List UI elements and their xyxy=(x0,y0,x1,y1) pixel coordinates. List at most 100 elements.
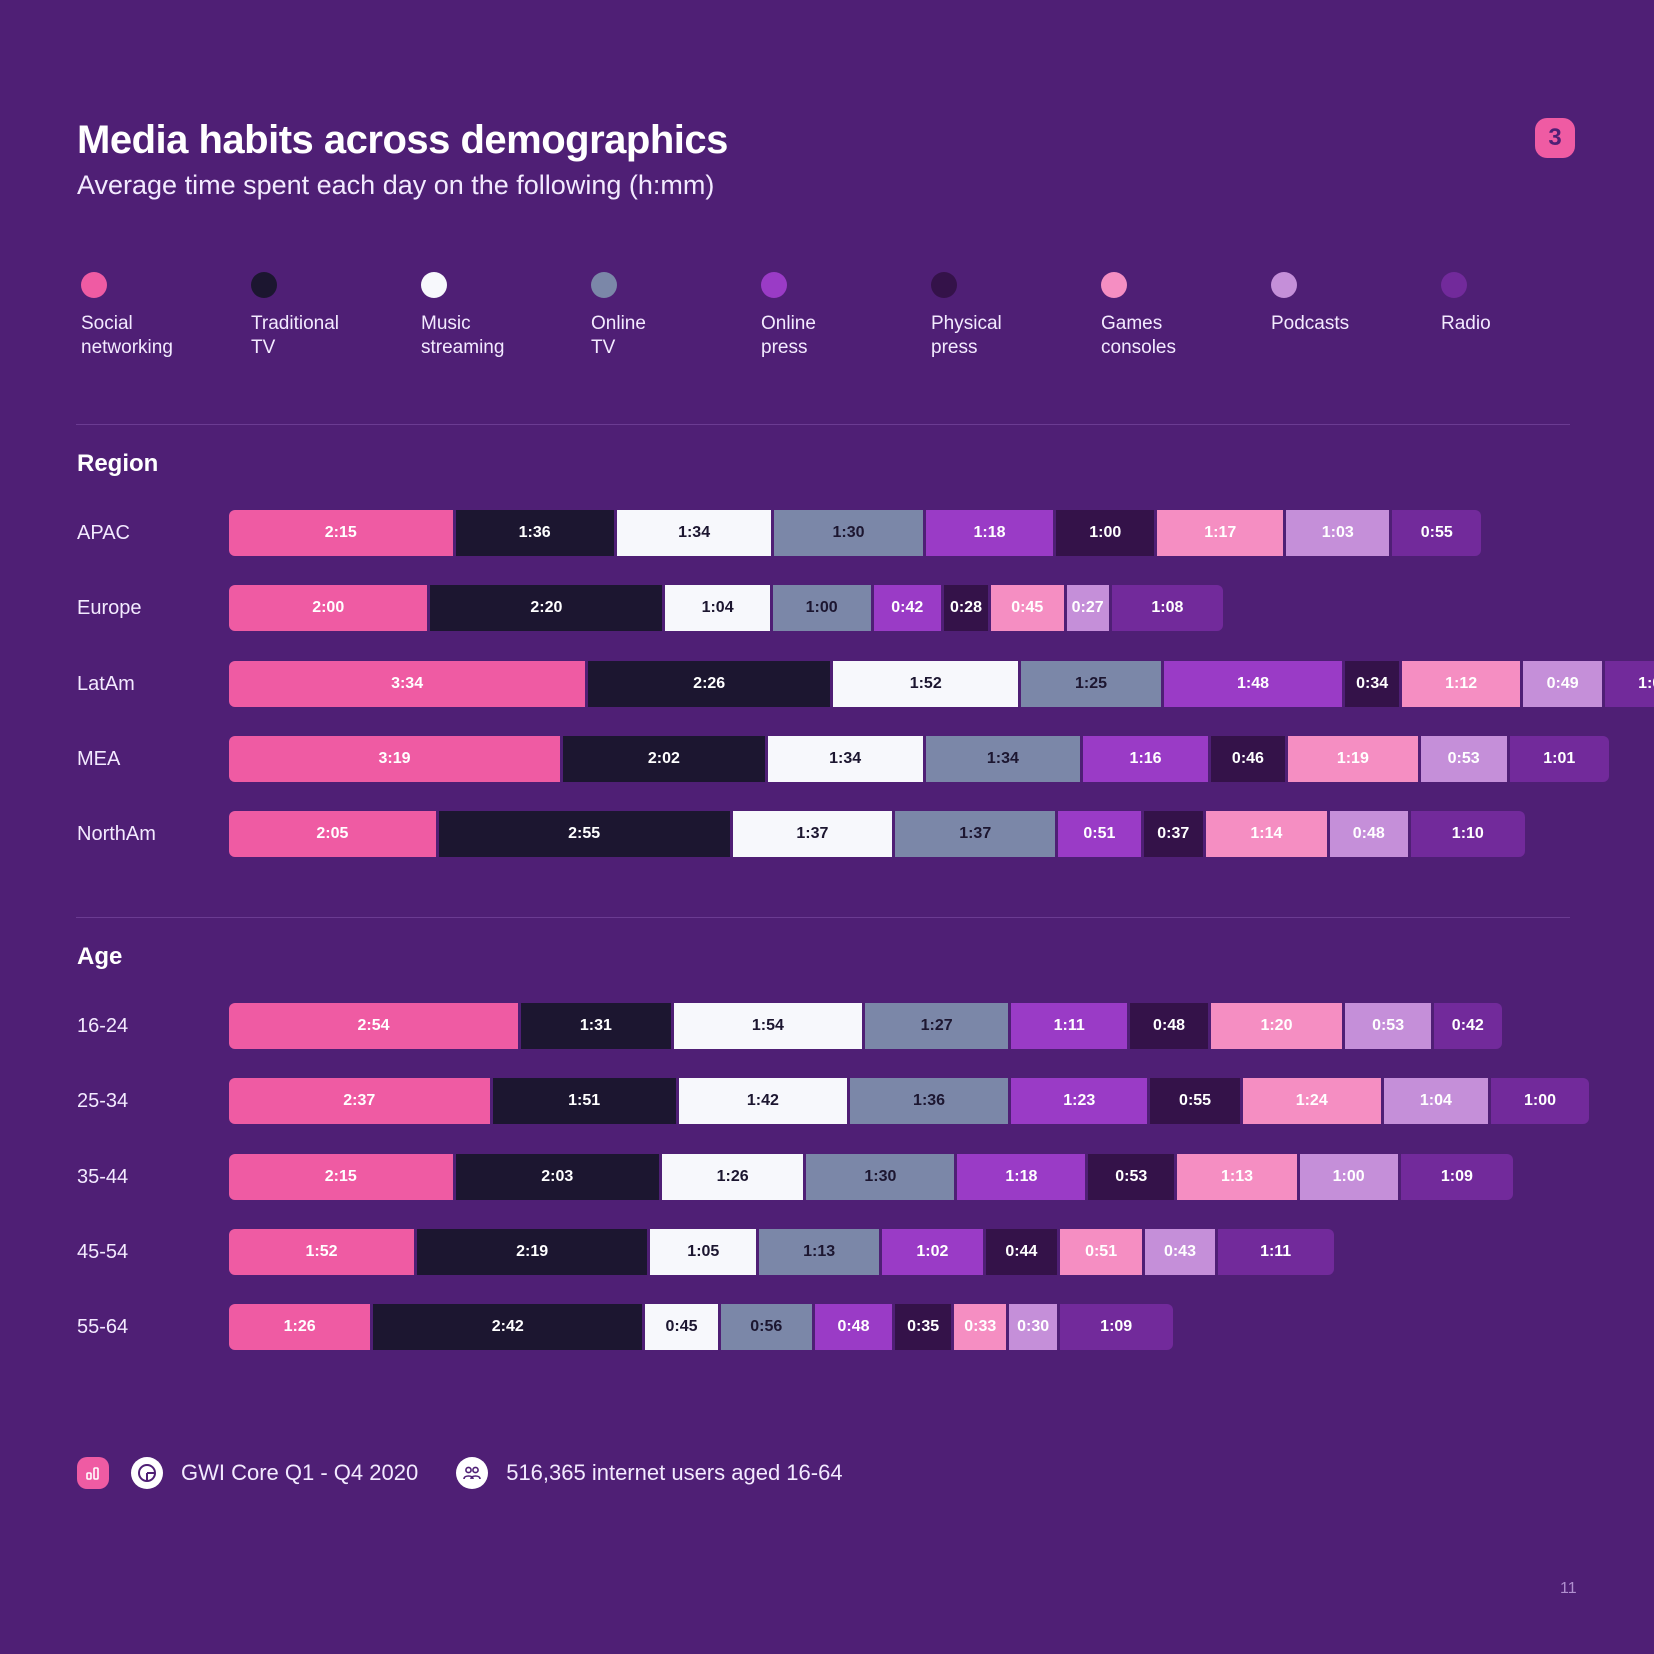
bar-segment: 1:48 xyxy=(1163,661,1343,707)
bar-segment: 0:43 xyxy=(1145,1229,1215,1275)
bar-segment: 1:27 xyxy=(865,1003,1009,1049)
bar-segment: 1:54 xyxy=(673,1003,863,1049)
row-label: 35-44 xyxy=(77,1166,129,1188)
bar-segment: 0:51 xyxy=(1059,1229,1143,1275)
bar-segment: 1:00 xyxy=(772,585,871,631)
section-title: Age xyxy=(77,943,123,970)
bar-segment: 1:18 xyxy=(957,1154,1086,1200)
bar-segment: 0:53 xyxy=(1345,1003,1432,1049)
legend-swatch xyxy=(761,272,787,298)
bar-segment: 1:13 xyxy=(1177,1154,1297,1200)
bar-segment: 0:30 xyxy=(1009,1304,1057,1350)
row-label: APAC xyxy=(77,522,130,544)
legend-item: Music streaming xyxy=(417,272,577,360)
bar-segment: 1:30 xyxy=(806,1154,955,1200)
bar-segment: 1:51 xyxy=(492,1078,676,1124)
bar-segment: 1:00 xyxy=(1056,510,1155,556)
divider xyxy=(76,917,1570,918)
legend-item: Physical press xyxy=(927,272,1087,360)
section-badge: 3 xyxy=(1535,118,1575,158)
legend-item: Traditional TV xyxy=(247,272,407,360)
footer: GWI Core Q1 - Q4 2020 516,365 internet u… xyxy=(77,1456,881,1490)
bar-segment: 1:34 xyxy=(925,736,1081,782)
bar-segment: 1:00 xyxy=(1491,1078,1589,1124)
bar-segment: 2:19 xyxy=(416,1229,648,1275)
bar-segment: 0:42 xyxy=(1434,1003,1502,1049)
bar-segment: 0:37 xyxy=(1143,811,1203,857)
bar-segment: 0:48 xyxy=(814,1304,893,1350)
footer-sample: 516,365 internet users aged 16-64 xyxy=(506,1460,843,1485)
chart-legend: Social networking Traditional TV Music str… xyxy=(77,272,1597,372)
legend-label: Online press xyxy=(761,313,816,358)
bar-segment: 1:52 xyxy=(229,1229,414,1275)
bar-segment: 1:04 xyxy=(1383,1078,1489,1124)
bar-segment: 1:09 xyxy=(1400,1154,1514,1200)
bar-segment: 1:10 xyxy=(1410,811,1526,857)
bar-segment: 1:52 xyxy=(833,661,1019,707)
legend-swatch xyxy=(421,272,447,298)
bar-segment: 1:34 xyxy=(616,510,772,556)
bar-segment: 1:05 xyxy=(650,1229,757,1275)
row-label: 55-64 xyxy=(77,1316,129,1338)
row-label: LatAm xyxy=(77,673,135,695)
bar-segment: 0:33 xyxy=(954,1304,1007,1350)
bar-segment: 1:36 xyxy=(850,1078,1009,1124)
bar-segment: 1:01 xyxy=(1509,736,1609,782)
legend-swatch xyxy=(931,272,957,298)
legend-swatch xyxy=(81,272,107,298)
legend-item: Online TV xyxy=(587,272,747,360)
bar-segment: 1:18 xyxy=(925,510,1054,556)
bar-segment: 0:45 xyxy=(645,1304,718,1350)
bar-segment: 1:30 xyxy=(774,510,923,556)
bar-segment: 1:13 xyxy=(759,1229,879,1275)
legend-swatch xyxy=(1271,272,1297,298)
bar-segment: 1:34 xyxy=(767,736,923,782)
legend-label: Traditional TV xyxy=(251,313,340,358)
bar-segment: 2:03 xyxy=(455,1154,660,1200)
bar-segment: 0:48 xyxy=(1330,811,1408,857)
bar-segment: 1:37 xyxy=(732,811,893,857)
legend-label: Games consoles xyxy=(1101,313,1176,358)
bar-segment: 1:24 xyxy=(1242,1078,1381,1124)
row-label: 45-54 xyxy=(77,1241,129,1263)
bar-segment: 0:53 xyxy=(1088,1154,1175,1200)
bar-segment: 1:17 xyxy=(1157,510,1284,556)
bar-segment: 0:44 xyxy=(985,1229,1057,1275)
bar-segment: 1:16 xyxy=(1083,736,1208,782)
users-icon xyxy=(456,1457,489,1489)
bar-segment: 0:27 xyxy=(1066,585,1109,631)
bar-segment: 1:26 xyxy=(662,1154,804,1200)
bar-segment: 1:37 xyxy=(895,811,1056,857)
bar-segment: 2:02 xyxy=(563,736,765,782)
legend-item: Podcasts xyxy=(1267,272,1427,336)
bar-segment: 1:31 xyxy=(521,1003,671,1049)
bar-segment: 1:14 xyxy=(1205,811,1327,857)
bar-segment: 3:19 xyxy=(229,736,560,782)
divider xyxy=(76,424,1570,425)
legend-swatch xyxy=(1441,272,1467,298)
bar-segment: 1:00 xyxy=(1299,1154,1398,1200)
legend-label: Physical press xyxy=(931,313,1002,358)
bar-segment: 1:36 xyxy=(455,510,614,556)
page-number: 11 xyxy=(1560,1580,1577,1597)
row-label: Europe xyxy=(77,597,142,619)
row-label: NorthAm xyxy=(77,823,156,845)
legend-item: Games consoles xyxy=(1097,272,1257,360)
bar-segment: 1:19 xyxy=(1288,736,1418,782)
bar-segment: 0:56 xyxy=(720,1304,812,1350)
bar-segment: 2:15 xyxy=(229,510,453,556)
bar-segment: 3:34 xyxy=(229,661,586,707)
bar-segment: 0:34 xyxy=(1345,661,1400,707)
bar-segment: 0:53 xyxy=(1420,736,1507,782)
page-title: Media habits across demographics xyxy=(77,118,728,162)
legend-item: Radio xyxy=(1437,272,1597,336)
bar-segment: 0:55 xyxy=(1392,510,1482,556)
bar-segment: 2:05 xyxy=(229,811,436,857)
bar-segment: 1:11 xyxy=(1011,1003,1128,1049)
legend-swatch xyxy=(1101,272,1127,298)
row-label: 16-24 xyxy=(77,1015,129,1037)
page-subtitle: Average time spent each day on the follo… xyxy=(77,170,715,200)
bar-segment: 2:42 xyxy=(373,1304,643,1350)
bar-segment: 1:00 xyxy=(1605,661,1654,707)
bar-segment: 1:12 xyxy=(1402,661,1521,707)
